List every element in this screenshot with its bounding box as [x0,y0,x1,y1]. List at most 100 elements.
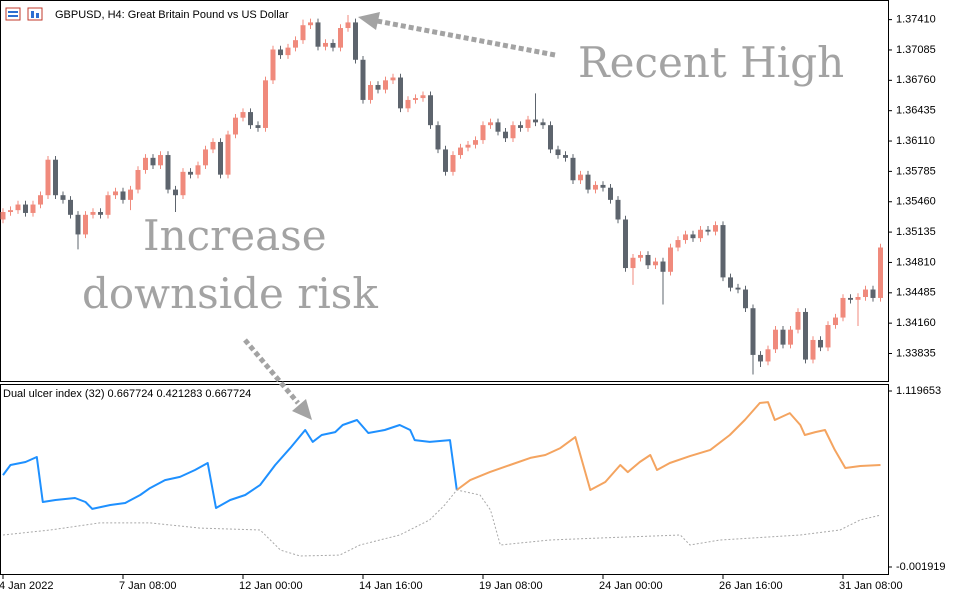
candle-body [488,122,493,126]
candle-body [375,84,381,90]
y-tick-label: 1.33835 [896,347,936,359]
candle-body [405,99,411,109]
candle-body [390,77,396,81]
candle-body [15,204,21,211]
candle-body [360,59,366,100]
candle-body [255,125,261,128]
candle-body [8,210,13,213]
candle-body [135,169,141,190]
x-tick-label: 31 Jan 08:00 [839,580,903,592]
arrow-head [292,399,312,420]
annotation: Recent High [578,38,844,87]
icon [5,7,21,21]
icon [31,11,34,18]
candle-body [165,155,171,190]
arrow-line [376,18,556,58]
candle-body [833,317,838,326]
candle-body [345,22,351,29]
candle-body [645,254,651,266]
candle-body [795,311,801,330]
x-tick-label: 26 Jan 16:00 [719,580,783,592]
candle-body [818,339,823,348]
candle-body [600,184,606,188]
x-tick-label: 12 Jan 00:00 [239,580,303,592]
y-tick-label: 1.36435 [896,105,936,117]
candle-body [383,80,388,90]
candle-body [30,204,36,213]
candle-body [263,80,268,128]
candle-body [555,149,561,156]
x-tick-label: 14 Jan 16:00 [359,580,423,592]
candle-body [98,212,103,215]
chart-title: GBPUSD, H4: Great Britain Pound vs US Do… [55,9,289,21]
y-tick-label: 1.37410 [896,14,936,26]
icon [36,13,39,18]
indicator-line [456,401,881,491]
candle-body [195,165,201,175]
candle-body [630,257,636,269]
candle-body [420,95,426,99]
candle-body [683,234,688,241]
candle-body [465,144,471,148]
candle-body [548,125,553,150]
candle-body [413,98,418,100]
candle-body [758,354,763,362]
candle-body [848,297,853,300]
arrow-head [358,12,380,30]
candle-body [720,225,726,278]
candle-body [563,155,568,158]
candle-body [660,261,666,272]
candle-body [285,47,291,56]
candle-body [608,187,613,200]
candle-body [300,25,306,41]
header-icons [5,7,43,21]
candle-body [240,112,246,118]
candle-body [368,84,373,100]
arrows [243,12,556,420]
candle-body [825,325,831,348]
candle-body [495,122,501,132]
candle-body [225,134,231,175]
candle-body [60,195,66,200]
candle-body [83,214,88,235]
candle-body [540,122,546,126]
candle-body [878,247,883,298]
candle-body [113,191,118,196]
candle-body [503,131,508,139]
y-tick-label: 1.34485 [896,287,936,299]
candle-body [698,229,703,239]
candle-body [690,234,696,239]
indicator-line [2,489,881,557]
candle-body [90,212,96,215]
icon [27,7,43,21]
candle-body [788,329,793,345]
candle-body [338,28,343,48]
candle-body [840,297,846,318]
candle-body [158,155,163,166]
candle-body [765,349,771,362]
candle-body [480,125,486,141]
candle-body [0,212,6,220]
x-tick-label: 19 Jan 08:00 [479,580,543,592]
frames [0,0,889,575]
candle-body [293,40,298,48]
indicator-line [2,419,458,510]
y-tick-label: 1.36760 [896,74,936,86]
candle-body [435,125,441,150]
candle-body [803,311,808,360]
candle-body [180,171,186,196]
candle-body [870,289,876,298]
candle-body [750,308,756,355]
candle-body [855,297,861,300]
candle-body [150,157,156,166]
candle-body [773,329,778,350]
candle-body [533,119,538,123]
y-tick-label: 1.35785 [896,165,936,177]
candle-body [623,219,628,269]
candle-body [315,22,321,47]
y-tick-label: 1.34810 [896,256,936,268]
candle-body [278,49,283,56]
candle-body [653,261,658,266]
